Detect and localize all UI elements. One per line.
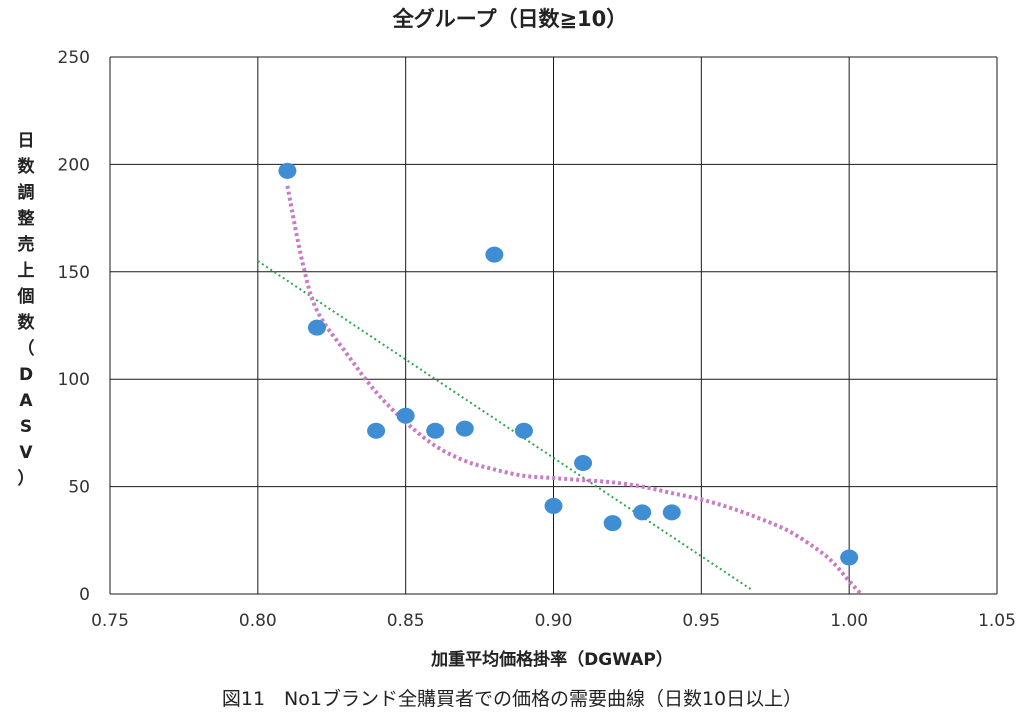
x-tick-label: 1.00	[830, 611, 868, 631]
data-point	[662, 504, 681, 521]
data-point	[514, 422, 533, 439]
linear-trend-line	[257, 260, 753, 591]
x-tick-labels: 0.75 0.80 0.85 0.90 0.95 1.00 1.05	[91, 611, 1016, 631]
x-tick-label: 0.95	[682, 611, 720, 631]
data-point	[840, 549, 859, 566]
trend-lines	[257, 185, 863, 596]
x-axis-label: 加重平均価格掛率（DGWAP）	[430, 649, 673, 670]
data-point	[367, 422, 386, 439]
data-points	[278, 162, 859, 566]
data-point	[426, 422, 445, 439]
data-point	[455, 420, 474, 437]
x-tick-label: 0.80	[239, 611, 277, 631]
data-point	[574, 454, 593, 471]
x-tick-label: 0.75	[91, 611, 129, 631]
y-tick-label: 50	[68, 478, 90, 498]
x-tick-label: 1.05	[978, 611, 1016, 631]
polynomial-trend-line	[285, 185, 863, 596]
x-tick-label: 0.85	[387, 611, 425, 631]
y-tick-labels: 0 50 100 150 200 250	[58, 48, 90, 605]
figure-caption: 図11 No1ブランド全購買者での価格の需要曲線（日数10日以上）	[222, 687, 802, 710]
data-point	[396, 407, 415, 424]
data-point	[603, 515, 622, 532]
data-point	[544, 497, 563, 514]
y-axis-label: 日数調整売上個数（ D A S V）	[17, 131, 36, 489]
y-tick-label: 200	[58, 155, 90, 175]
x-tick-label: 0.90	[535, 611, 573, 631]
y-tick-label: 100	[58, 370, 90, 390]
data-point	[633, 504, 652, 521]
data-point	[278, 162, 297, 179]
y-tick-label: 0	[79, 585, 90, 605]
y-tick-label: 150	[58, 263, 90, 283]
data-point	[307, 319, 326, 336]
grid	[109, 56, 998, 595]
data-point	[485, 246, 504, 263]
chart-title: 全グループ（日数≧10）	[392, 7, 628, 31]
y-tick-label: 250	[58, 48, 90, 68]
